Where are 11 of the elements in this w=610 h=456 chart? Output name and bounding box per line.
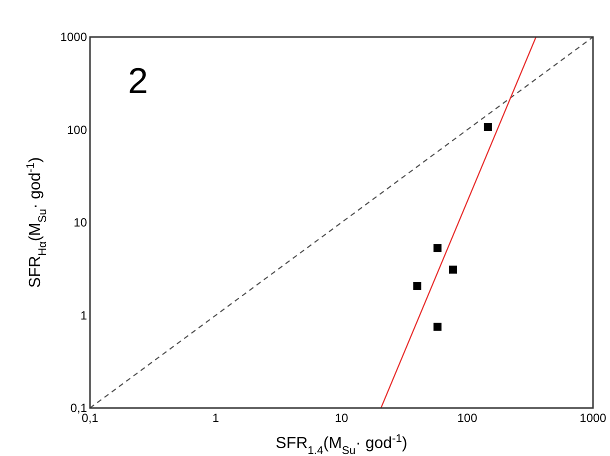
x-tick-label: 10 xyxy=(334,411,348,425)
x-tick-label: 1 xyxy=(212,411,220,425)
x-tick-label: 100 xyxy=(457,411,478,425)
annotation: 2 xyxy=(128,60,148,101)
x-tick-label: 1000 xyxy=(580,411,607,425)
y-tick-label: 1 xyxy=(80,308,88,322)
y-tick-label: 100 xyxy=(66,122,88,137)
y-tick-label: 1000 xyxy=(60,30,88,44)
x-axis-title: SFR$_{1.4}$(M$_{Su}$· god$^{-1}$) xyxy=(276,433,408,456)
y-tick-label: 0,1 xyxy=(70,401,88,415)
y-tick-label: 10 xyxy=(74,216,88,230)
